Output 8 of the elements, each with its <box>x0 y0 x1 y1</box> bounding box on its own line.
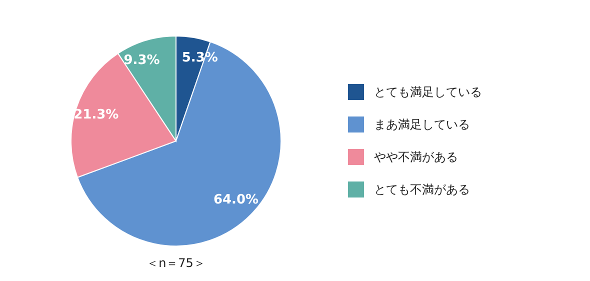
data-label: 9.3% <box>124 53 160 68</box>
legend-label: とても不満がある <box>374 182 470 196</box>
legend-label: やや不満がある <box>374 150 458 164</box>
data-label: 64.0% <box>213 192 259 208</box>
legend-label: とても満足している <box>374 85 482 99</box>
data-label: 21.3% <box>74 107 119 122</box>
legend-label: まあ満足している <box>374 118 470 132</box>
text: ＜n＝75＞ <box>146 256 206 270</box>
